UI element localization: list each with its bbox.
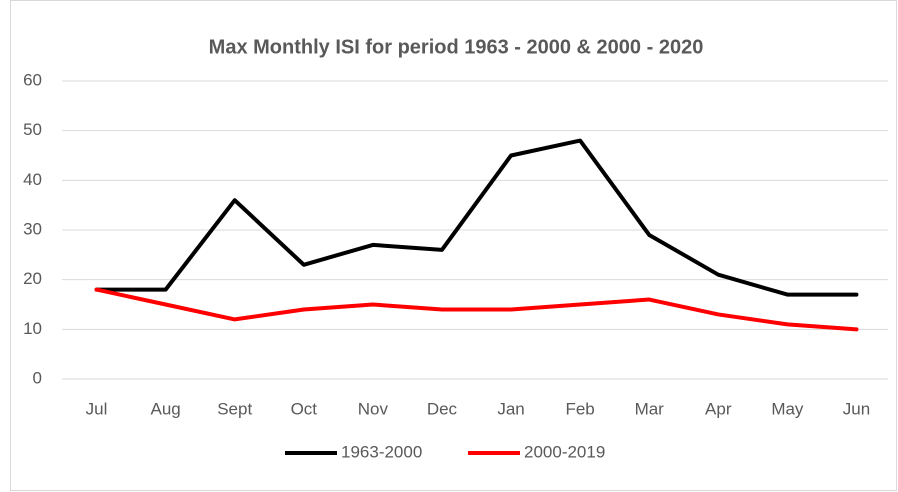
chart-border	[10, 0, 897, 491]
x-tick-label: Jan	[497, 399, 524, 418]
y-tick-label: 10	[23, 319, 42, 338]
y-tick-label: 20	[23, 269, 42, 288]
x-tick-label: Mar	[635, 399, 665, 418]
x-tick-label: Nov	[358, 399, 389, 418]
legend-label: 1963-2000	[341, 442, 422, 461]
x-tick-label: Sept	[217, 399, 252, 418]
y-tick-label: 0	[33, 368, 42, 387]
x-tick-label: Dec	[427, 399, 458, 418]
x-tick-label: May	[771, 399, 804, 418]
y-tick-label: 60	[23, 70, 42, 89]
series-line	[94, 287, 859, 332]
chart-title: Max Monthly ISI for period 1963 - 2000 &…	[209, 36, 704, 58]
x-tick-label: Jun	[843, 399, 870, 418]
x-tick-label: Jul	[86, 399, 108, 418]
x-tick-label: Aug	[151, 399, 181, 418]
y-tick-label: 40	[23, 170, 42, 189]
x-tick-label: Apr	[705, 399, 732, 418]
x-tick-label: Feb	[565, 399, 594, 418]
y-tick-label: 30	[23, 219, 42, 238]
series-line	[94, 138, 859, 297]
legend-label: 2000-2019	[524, 442, 605, 461]
y-tick-label: 50	[23, 120, 42, 139]
x-tick-label: Oct	[291, 399, 318, 418]
